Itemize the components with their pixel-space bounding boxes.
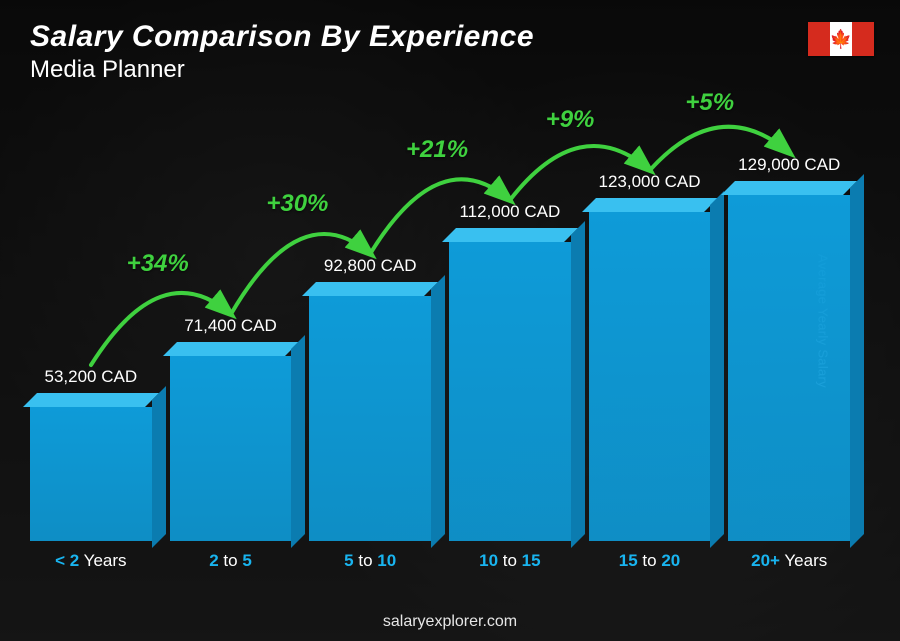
x-axis-tick-label: 2 to 5: [170, 551, 292, 571]
increase-label: +34%: [127, 250, 189, 278]
bars-container: 53,200 CAD 71,400 CAD 92,800 CAD 112,000 CA…: [30, 145, 850, 541]
increase-label: +30%: [266, 190, 328, 218]
bar-front-face: [728, 195, 850, 541]
page-subtitle: Media Planner: [30, 56, 534, 84]
bar-front-face: [30, 407, 152, 541]
bar-front-face: [170, 356, 292, 541]
bar-value-label: 112,000 CAD: [459, 202, 560, 222]
bar-side-face: [291, 335, 305, 548]
bar-value-label: 71,400 CAD: [184, 316, 277, 336]
experience-bar-chart: 53,200 CAD 71,400 CAD 92,800 CAD 112,000 CA…: [30, 145, 850, 571]
flag-band-left: [808, 22, 830, 56]
bar-column: 123,000 CAD: [589, 172, 711, 541]
flag-band-right: [852, 22, 874, 56]
increase-label: +5%: [685, 89, 734, 117]
footer-attribution: salaryexplorer.com: [0, 613, 900, 631]
bar-front-face: [589, 212, 711, 541]
x-axis-tick-label: < 2 Years: [30, 551, 152, 571]
maple-leaf-icon: 🍁: [830, 30, 852, 48]
header-block: Salary Comparison By Experience Media Pl…: [30, 20, 534, 84]
bar-value-label: 129,000 CAD: [738, 155, 840, 175]
infographic-canvas: Salary Comparison By Experience Media Pl…: [0, 0, 900, 641]
bar-top-face: [582, 198, 718, 212]
bar-side-face: [571, 221, 585, 548]
bar-top-face: [302, 282, 438, 296]
bar-column: 112,000 CAD: [449, 202, 571, 541]
bar-column: 71,400 CAD: [170, 316, 292, 541]
bar-3d: [30, 393, 152, 541]
bar-value-label: 53,200 CAD: [45, 367, 138, 387]
bar-value-label: 92,800 CAD: [324, 256, 417, 276]
x-axis-tick-label: 5 to 10: [309, 551, 431, 571]
country-flag-canada: 🍁: [808, 22, 874, 56]
bar-value-label: 123,000 CAD: [598, 172, 700, 192]
increase-label: +21%: [406, 136, 468, 164]
bar-top-face: [721, 181, 857, 195]
bar-side-face: [710, 191, 724, 548]
bar-3d: [449, 228, 571, 541]
page-title: Salary Comparison By Experience: [30, 20, 534, 54]
x-axis-tick-label: 10 to 15: [449, 551, 571, 571]
bar-column: 129,000 CAD: [728, 155, 850, 541]
bar-front-face: [309, 296, 431, 541]
bar-front-face: [449, 242, 571, 541]
bar-side-face: [431, 275, 445, 548]
bar-top-face: [442, 228, 578, 242]
bar-3d: [589, 198, 711, 541]
x-axis-labels: < 2 Years 2 to 5 5 to 10 10 to 15 15 to 20 20…: [30, 551, 850, 571]
bar-side-face: [152, 386, 166, 548]
x-axis-tick-label: 20+ Years: [728, 551, 850, 571]
bar-side-face: [850, 174, 864, 548]
x-axis-tick-label: 15 to 20: [589, 551, 711, 571]
bar-column: 53,200 CAD: [30, 367, 152, 541]
bar-3d: [170, 342, 292, 541]
bar-top-face: [163, 342, 299, 356]
bar-3d: [309, 282, 431, 541]
increase-label: +9%: [546, 106, 595, 134]
bar-top-face: [23, 393, 159, 407]
bar-3d: [728, 181, 850, 541]
bar-column: 92,800 CAD: [309, 256, 431, 541]
